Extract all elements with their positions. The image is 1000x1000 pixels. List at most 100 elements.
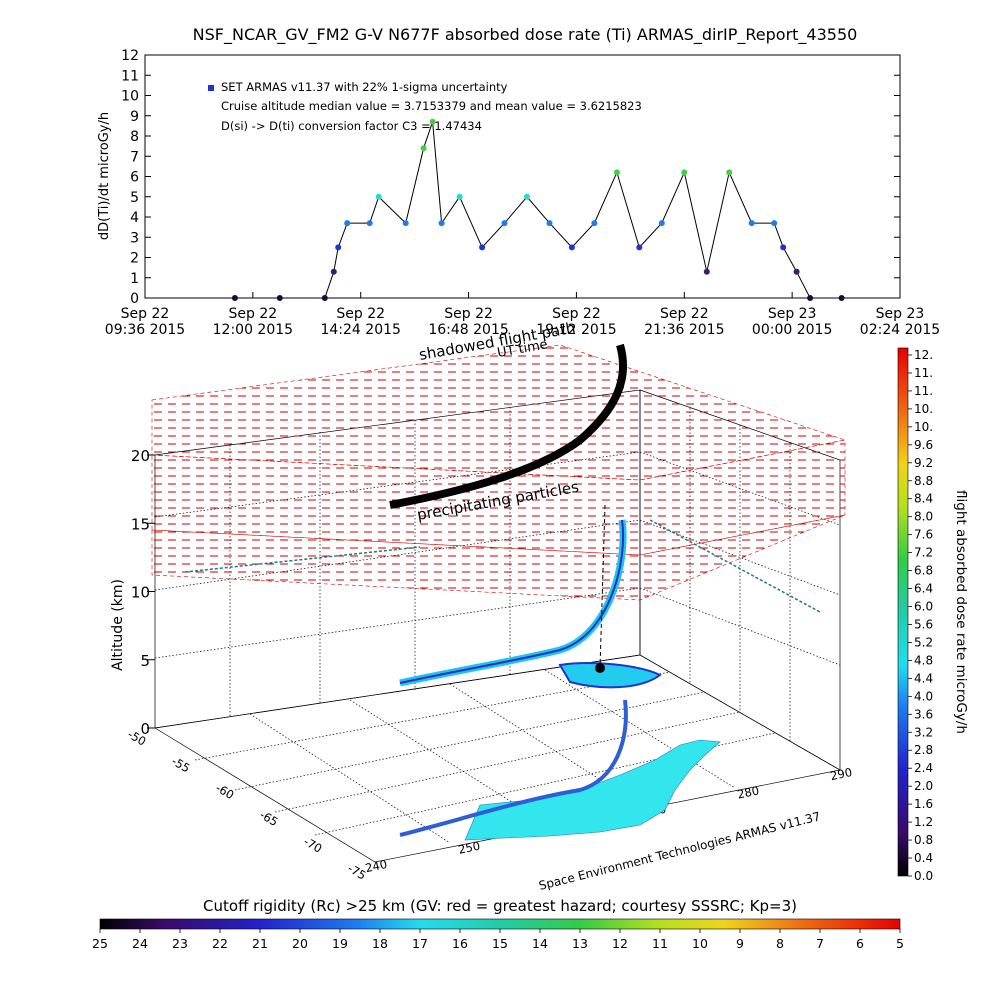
shadow-path-right bbox=[649, 519, 821, 613]
legend-swatch bbox=[208, 85, 214, 91]
dose-rate-point bbox=[703, 268, 710, 275]
dose-colorbar-tick-label: 0.4 bbox=[914, 851, 933, 865]
top-y-tick-label: 6 bbox=[130, 170, 139, 186]
rigidity-colorbar-tick-label: 21 bbox=[252, 936, 268, 951]
rigidity-colorbar-tick-label: 7 bbox=[816, 936, 824, 951]
top-x-tick-time: 09:36 2015 bbox=[105, 322, 185, 338]
rigidity-colorbar-tick-label: 19 bbox=[332, 936, 348, 951]
dose-rate-point bbox=[681, 169, 688, 176]
dose-rate-point bbox=[456, 193, 463, 200]
rigidity-colorbar-bar bbox=[99, 918, 901, 930]
dose-rate-point bbox=[780, 244, 787, 251]
dose-rate-point bbox=[748, 220, 755, 227]
legend-series-label: SET ARMAS v11.37 with 22% 1-sigma uncert… bbox=[221, 80, 508, 94]
dose-colorbar-tick-label: 3.2 bbox=[914, 725, 933, 739]
dose-colorbar-tick-label: 5.6 bbox=[914, 617, 933, 631]
flight-track-upper-edge bbox=[399, 519, 625, 684]
top-x-tick-time: 21:36 2015 bbox=[644, 322, 724, 338]
rigidity-colorbar-tick-label: 14 bbox=[532, 936, 548, 951]
dose-rate-point bbox=[807, 295, 814, 301]
top-x-tick-time: 12:00 2015 bbox=[213, 322, 293, 338]
dose-rate-point bbox=[726, 169, 733, 176]
dose-colorbar-tick-label: 11. bbox=[914, 384, 933, 398]
top-y-tick-label: 4 bbox=[130, 210, 139, 226]
dose-colorbar-tick-label: 8.4 bbox=[914, 492, 933, 506]
altitude-axis: 0 5 10 15 20 bbox=[131, 447, 155, 738]
rigidity-colorbar-tick-label: 18 bbox=[372, 936, 388, 951]
rigidity-colorbar-tick-label: 8 bbox=[776, 936, 784, 951]
top-y-tick-label: 1 bbox=[130, 271, 139, 287]
dose-rate-point bbox=[330, 268, 337, 275]
dose-rate-line bbox=[234, 121, 842, 299]
rigidity-colorbar-tick-label: 23 bbox=[172, 936, 188, 951]
rigidity-colorbar-tick-label: 13 bbox=[572, 936, 588, 951]
position-marker bbox=[595, 663, 605, 673]
dose-colorbar-ticks: 12. 11. 11. 10. 10. 9.6 9.2 8.8 8.4 8.0 7.6 7.2 6.8 6… bbox=[908, 348, 933, 883]
top-y-tick-label: 0 bbox=[130, 291, 139, 307]
top-x-tick-time: 16:48 2015 bbox=[428, 322, 508, 338]
dose-colorbar-label: flight absorbed dose rate microGy/h bbox=[953, 490, 969, 734]
longitude-tick-label: 290 bbox=[829, 765, 853, 783]
dose-rate-point bbox=[438, 220, 445, 227]
top-x-tick-date: Sep 22 bbox=[660, 306, 709, 322]
dose-colorbar-tick-label: 4.0 bbox=[914, 689, 933, 703]
dose-colorbar-tick-label: 8.8 bbox=[914, 474, 933, 488]
top-y-tick-label: 7 bbox=[130, 149, 139, 165]
top-y-tick-label: 3 bbox=[130, 230, 139, 246]
top-x-tick-time: 19:12 2015 bbox=[536, 322, 616, 338]
dose-colorbar-tick-label: 6.4 bbox=[914, 582, 933, 596]
top-x-tick-date: Sep 22 bbox=[444, 306, 493, 322]
flight-track-loop bbox=[558, 662, 662, 689]
shadow-path-left bbox=[184, 546, 421, 573]
rigidity-colorbar-tick-label: 11 bbox=[652, 936, 668, 951]
dose-colorbar-tick-label: 6.0 bbox=[914, 600, 933, 614]
rigidity-colorbar-label: Cutoff rigidity (Rc) >25 km (GV: red = g… bbox=[203, 897, 797, 915]
dose-colorbar-tick-label: 4.4 bbox=[914, 671, 933, 685]
dose-colorbar-tick-label: 10. bbox=[914, 420, 933, 434]
dose-colorbar-tick-label: 6.8 bbox=[914, 564, 933, 578]
rigidity-colorbar-tick-label: 24 bbox=[132, 936, 148, 951]
dose-rate-point bbox=[658, 220, 665, 227]
dose-rate-point bbox=[231, 295, 238, 301]
altitude-tick-label: 0 bbox=[140, 720, 150, 738]
top-y-tick-label: 5 bbox=[130, 190, 139, 206]
rigidity-colorbar-tick-label: 15 bbox=[492, 936, 508, 951]
dose-rate-point bbox=[771, 220, 778, 227]
cutoff-rigidity-surface bbox=[151, 344, 847, 601]
latitude-tick-label: -55 bbox=[169, 754, 192, 776]
top-x-tick-date: Sep 22 bbox=[121, 306, 170, 322]
dose-rate-point bbox=[591, 220, 598, 227]
longitude-tick-label: 240 bbox=[364, 857, 388, 875]
top-y-tick-label: 8 bbox=[130, 129, 139, 145]
longitude-tick-label: 250 bbox=[457, 839, 481, 857]
dose-colorbar-tick-label: 0.8 bbox=[914, 833, 933, 847]
altitude-axis-label: Altitude (km) bbox=[110, 579, 126, 671]
dose-rate-point bbox=[501, 220, 508, 227]
dose-rate-point bbox=[613, 169, 620, 176]
latitude-tick-label: -60 bbox=[213, 781, 236, 803]
top-x-tick-date: Sep 22 bbox=[229, 306, 278, 322]
rigidity-colorbar-ticks: 25 24 23 22 21 20 19 18 17 16 15 14 13 12 11 10 9 8 7 6 5 bbox=[92, 929, 904, 951]
rigidity-colorbar-tick-label: 5 bbox=[896, 936, 904, 951]
top-x-tick-date: Sep 23 bbox=[876, 306, 925, 322]
dose-colorbar-tick-label: 5.2 bbox=[914, 635, 933, 649]
latitude-tick-label: -70 bbox=[301, 834, 324, 856]
dose-rate-point bbox=[793, 268, 800, 275]
dose-rate-point bbox=[429, 118, 436, 125]
drop-line bbox=[599, 504, 606, 669]
cruise-note: Cruise altitude median value = 3.7153379… bbox=[221, 99, 642, 113]
dose-colorbar: 12. 11. 11. 10. 10. 9.6 9.2 8.8 8.4 8.0 7.6 7.2 6.8 6… bbox=[897, 347, 969, 883]
dose-rate-point bbox=[420, 145, 427, 152]
top-y-tick-label: 12 bbox=[121, 48, 139, 64]
top-x-tick-date: Sep 22 bbox=[336, 306, 385, 322]
rigidity-colorbar-tick-label: 12 bbox=[612, 936, 628, 951]
conversion-note: D(si) -> D(ti) conversion factor C3 = 1.… bbox=[221, 119, 482, 133]
altitude-tick-label: 20 bbox=[131, 447, 150, 465]
dose-colorbar-tick-label: 2.8 bbox=[914, 743, 933, 757]
dose-rate-point bbox=[366, 220, 373, 227]
top-y-tick-label: 2 bbox=[130, 251, 139, 267]
longitude-tick-label: 280 bbox=[736, 783, 760, 801]
dose-colorbar-tick-label: 11. bbox=[914, 366, 933, 380]
dose-rate-point bbox=[636, 244, 643, 251]
